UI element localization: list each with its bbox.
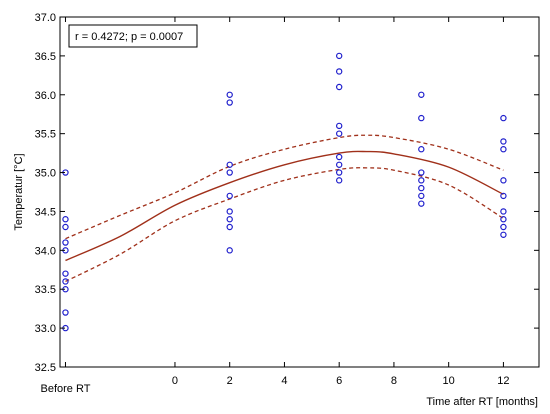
data-point — [335, 169, 343, 176]
x-axis-title: Time after RT [months] — [426, 396, 538, 408]
y-tick-label: 36.0 — [35, 90, 56, 102]
data-point — [418, 184, 425, 192]
y-axis-title: Temperatur [°C] — [13, 153, 25, 230]
x-tick-label: Before RT — [41, 383, 91, 395]
data-point — [335, 161, 343, 168]
data-point — [226, 99, 233, 106]
data-point — [500, 146, 507, 153]
x-tick-label: 10 — [443, 375, 455, 387]
data-point — [418, 146, 425, 153]
y-axis: 32.5 33.0 33.5 34.0 34.5 35.0 35.5 36.0 36.5 37.0 — [35, 12, 539, 374]
data-point — [335, 68, 343, 75]
ci-lower-line — [65, 167, 504, 283]
data-point — [418, 200, 425, 207]
y-tick-label: 34.5 — [35, 206, 56, 218]
data-point — [335, 177, 343, 184]
data-point — [226, 161, 233, 168]
data-point — [226, 216, 233, 223]
data-point — [418, 169, 425, 176]
data-point — [335, 83, 343, 91]
x-tick-label: 4 — [281, 375, 287, 387]
y-tick-label: 35.0 — [35, 168, 56, 180]
fit-curve-group — [65, 150, 504, 262]
y-tick-label: 32.5 — [35, 362, 56, 374]
data-point — [62, 223, 69, 231]
data-point — [226, 91, 233, 98]
data-point — [418, 91, 425, 98]
y-tick-label: 35.5 — [35, 129, 56, 141]
data-point — [500, 138, 507, 145]
x-tick-label: 12 — [497, 375, 509, 387]
data-point — [500, 192, 507, 200]
data-point — [418, 114, 425, 122]
data-points-group — [62, 52, 507, 332]
plot-area-frame — [59, 16, 540, 368]
data-point — [226, 208, 233, 215]
data-point — [62, 216, 69, 223]
data-point — [418, 177, 425, 184]
x-tick-label: 2 — [227, 375, 233, 387]
fit-curve-line — [65, 150, 504, 262]
data-point — [418, 192, 425, 200]
y-tick-label: 37.0 — [35, 12, 56, 24]
data-point — [62, 278, 69, 285]
confidence-interval-group — [65, 134, 504, 283]
data-point — [500, 177, 507, 184]
x-tick-label: 6 — [336, 375, 342, 387]
x-axis: Before RT 0 2 4 6 8 10 12 — [41, 17, 510, 395]
x-tick-label: 0 — [172, 375, 178, 387]
annotation-box: r = 0.4272; p = 0.0007 — [68, 24, 198, 48]
data-point — [500, 216, 507, 223]
data-point — [226, 169, 233, 176]
y-tick-label: 33.0 — [35, 323, 56, 335]
data-point — [226, 247, 233, 254]
annotation-frame — [68, 24, 198, 48]
data-point — [500, 231, 507, 238]
ci-upper-line — [65, 134, 504, 240]
x-tick-label: 8 — [391, 375, 397, 387]
y-tick-label: 34.0 — [35, 245, 56, 257]
data-point — [226, 192, 233, 200]
data-point — [226, 223, 233, 231]
data-point — [62, 309, 69, 316]
data-point — [335, 153, 343, 161]
data-point — [335, 52, 343, 60]
data-point — [335, 122, 343, 130]
data-point — [62, 239, 69, 246]
correlation-annotation: r = 0.4272; p = 0.0007 — [75, 31, 183, 43]
y-tick-label: 36.5 — [35, 51, 56, 63]
data-point — [62, 270, 69, 277]
data-point — [500, 208, 507, 215]
data-point — [500, 114, 507, 122]
data-point — [335, 130, 343, 137]
data-point — [500, 223, 507, 231]
y-tick-label: 33.5 — [35, 284, 56, 296]
